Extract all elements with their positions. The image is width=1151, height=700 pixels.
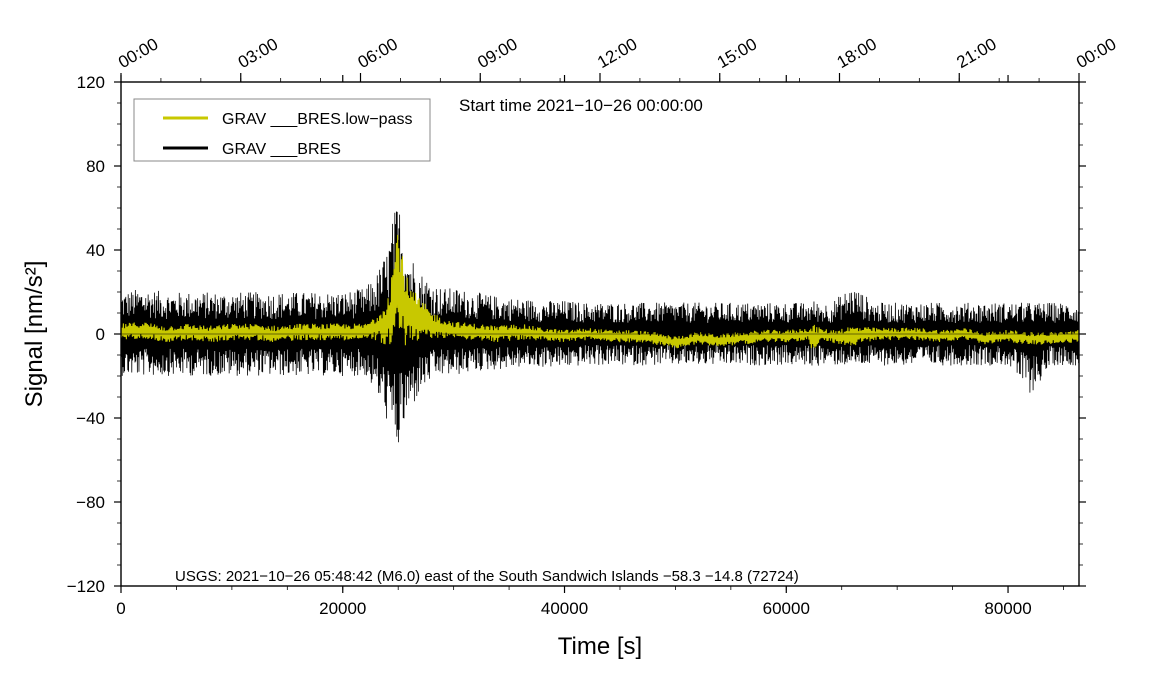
y-tick-label: 0: [96, 325, 105, 344]
top-tick-label: 03:00: [235, 34, 281, 72]
series-layer: [120, 211, 1080, 443]
series-raw-line: [120, 211, 1080, 443]
y-tick-label: −80: [76, 493, 105, 512]
x-tick-label: 20000: [319, 599, 366, 618]
y-axis-title: Signal [nm/s²]: [21, 261, 48, 408]
top-tick-label: 21:00: [953, 34, 999, 72]
y-tick-label: −40: [76, 409, 105, 428]
top-tick-label: 18:00: [834, 34, 880, 72]
event-footnote: USGS: 2021−10−26 05:48:42 (M6.0) east of…: [175, 568, 799, 585]
series-lowpass-line: [120, 234, 1080, 349]
x-tick-label: 80000: [984, 599, 1031, 618]
x-tick-label: 0: [116, 599, 125, 618]
x-tick-label: 60000: [763, 599, 810, 618]
start-time-annotation: Start time 2021−10−26 00:00:00: [459, 96, 703, 115]
x-tick-label: 40000: [541, 599, 588, 618]
y-tick-label: 120: [77, 73, 105, 92]
y-tick-label: 40: [86, 241, 105, 260]
legend-label-lowpass: GRAV ___BRES.low−pass: [222, 111, 412, 128]
top-tick-label: 06:00: [355, 34, 401, 72]
y-tick-label: −120: [67, 577, 105, 596]
x-axis-title: Time [s]: [558, 633, 642, 660]
legend-label-raw: GRAV ___BRES: [222, 141, 341, 158]
top-tick-label: 00:00: [115, 34, 161, 72]
top-tick-label: 00:00: [1073, 34, 1119, 72]
y-tick-label: 80: [86, 157, 105, 176]
top-tick-label: 12:00: [594, 34, 640, 72]
top-tick-label: 09:00: [474, 34, 520, 72]
legend-box: [133, 98, 431, 162]
legend: GRAV ___BRES.low−pass GRAV ___BRES: [133, 98, 431, 162]
top-tick-label: 15:00: [714, 34, 760, 72]
